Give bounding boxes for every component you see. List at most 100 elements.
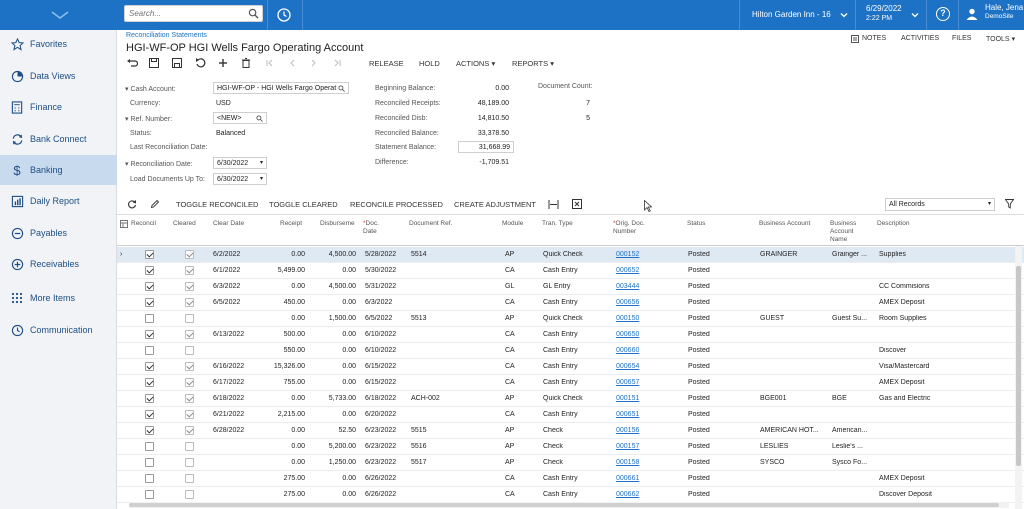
table-row[interactable]: 6/28/2022 0.00 52.50 6/23/2022 5515 AP Check 00… [117,423,1024,439]
caret-down-icon[interactable]: ▾ [259,176,263,182]
cell-orig[interactable]: 000656 [616,299,640,306]
table-row[interactable]: 6/1/2022 5,499.00 0.00 5/30/2022 CA Cash Entr… [117,263,1024,279]
table-row[interactable]: 550.00 0.00 6/10/2022 CA Cash Entry 000660 Pos… [117,343,1024,359]
reconciled-checkbox[interactable] [145,442,154,451]
caret-down-icon[interactable]: ▾ [259,160,263,166]
column-header-disburseme[interactable]: Disburseme [320,220,355,227]
sidebar-item-receivables[interactable]: Receivables [0,250,117,278]
sidebar-item-finance[interactable]: Finance [0,93,117,121]
table-row[interactable]: 6/13/2022 500.00 0.00 6/10/2022 CA Cash Entry… [117,327,1024,343]
cleared-checkbox[interactable] [185,362,194,371]
cleared-checkbox[interactable] [185,250,194,259]
column-header-tran-type[interactable]: Tran. Type [542,220,573,227]
add-icon[interactable] [217,57,229,69]
column-settings-icon[interactable] [120,220,128,228]
cash-account-field[interactable]: HGI-WF-OP - HGI Wells Fargo Operat [213,82,349,94]
cancel-icon[interactable] [194,57,206,69]
records-filter-select[interactable]: All Records ▾ [885,198,995,211]
load-documents-field[interactable]: 6/30/2022 ▾ [213,173,267,185]
search-input[interactable] [125,6,243,21]
search-icon[interactable] [256,115,263,122]
activities-button[interactable]: ACTIVITIES [901,35,940,42]
table-row[interactable]: 6/17/2022 755.00 0.00 6/15/2022 CA Cash Entry… [117,375,1024,391]
column-header-module[interactable]: Module [502,220,524,227]
refresh-icon[interactable] [127,199,137,209]
table-row[interactable]: › 6/2/2022 0.00 4,500.00 5/28/2022 5514 AP Quic… [117,247,1024,263]
user-menu[interactable]: Hale, Jena DemoSite [985,3,1023,21]
search-icon[interactable] [248,8,259,19]
reports-menu[interactable]: REPORTS ▾ [512,59,554,68]
table-row[interactable]: 275.00 0.00 6/26/2022 CA Cash Entry 000662 Pos… [117,487,1024,503]
table-row[interactable]: 6/16/2022 15,326.00 0.00 6/15/2022 CA Cash En… [117,359,1024,375]
reconciled-checkbox[interactable] [145,426,154,435]
create-adjustment-button[interactable]: CREATE ADJUSTMENT [454,200,536,209]
table-row[interactable]: 6/18/2022 0.00 5,733.00 6/18/2022 ACH-002 AP Q… [117,391,1024,407]
help-icon[interactable]: ? [936,7,950,21]
first-record-icon[interactable] [264,57,276,69]
sidebar-item-favorites[interactable]: Favorites [0,30,117,58]
scrollbar-thumb[interactable] [129,503,999,507]
column-header-doc-date[interactable]: *Doc. Date [363,220,393,236]
tools-menu[interactable]: TOOLS ▾ [986,35,1015,43]
previous-record-icon[interactable] [286,57,298,69]
notes-button[interactable]: NOTES [862,35,887,42]
reconciled-checkbox[interactable] [145,266,154,275]
hold-button[interactable]: HOLD [419,59,440,68]
table-row[interactable]: 0.00 1,250.00 6/23/2022 5517 AP Check 000158 Po… [117,455,1024,471]
sidebar-item-banking[interactable]: $ Banking [0,155,117,185]
reconciled-checkbox[interactable] [145,458,154,467]
files-button[interactable]: FILES [952,35,972,42]
cell-orig[interactable]: 000156 [616,427,640,434]
column-header-business-account[interactable]: Business Account [759,220,811,227]
table-row[interactable]: 6/5/2022 450.00 0.00 6/3/2022 CA Cash Entry 00… [117,295,1024,311]
search-icon[interactable] [338,85,345,92]
cell-orig[interactable]: 000654 [616,363,640,370]
last-record-icon[interactable] [331,57,343,69]
column-header-reconcil[interactable]: Reconcil [131,220,156,227]
reconciled-checkbox[interactable] [145,410,154,419]
sidebar-item-daily-report[interactable]: Daily Report [0,187,117,215]
table-row[interactable]: 0.00 5,200.00 6/23/2022 5516 AP Check 000157 Po… [117,439,1024,455]
save-icon[interactable] [171,57,183,69]
chevron-down-icon[interactable] [911,11,919,19]
ref-number-field[interactable]: <NEW> [213,112,267,124]
delete-icon[interactable] [240,57,252,69]
cleared-checkbox[interactable] [185,490,194,499]
vertical-scrollbar[interactable] [1015,246,1022,509]
sidebar-item-data-views[interactable]: Data Views [0,62,117,90]
sidebar-item-more-items[interactable]: More Items [0,284,117,312]
row-selector-icon[interactable]: › [120,251,123,258]
cell-orig[interactable]: 000652 [616,267,640,274]
table-row[interactable]: 6/21/2022 2,215.00 0.00 6/20/2022 CA Cash Ent… [117,407,1024,423]
cleared-checkbox[interactable] [185,410,194,419]
scrollbar-thumb[interactable] [1016,266,1021,466]
statement-balance-field[interactable]: 31,668.99 [458,141,514,153]
user-avatar-icon[interactable] [966,8,978,20]
cleared-checkbox[interactable] [185,378,194,387]
cleared-checkbox[interactable] [185,330,194,339]
toggle-reconciled-button[interactable]: TOGGLE RECONCILED [176,200,259,209]
date-time-selector[interactable]: 6/29/2022 2:22 PM [866,4,902,24]
history-icon[interactable] [272,4,296,26]
table-row[interactable]: 6/3/2022 0.00 4,500.00 5/31/2022 GL GL Entry 0… [117,279,1024,295]
column-header-status[interactable]: Status [687,220,706,227]
cleared-checkbox[interactable] [185,442,194,451]
toggle-cleared-button[interactable]: TOGGLE CLEARED [269,200,338,209]
sidebar-item-payables[interactable]: Payables [0,219,117,247]
cleared-checkbox[interactable] [185,346,194,355]
reconciled-checkbox[interactable] [145,298,154,307]
column-header-orig-doc-number[interactable]: *Orig. Doc. Number [613,220,658,236]
edit-pencil-icon[interactable] [150,199,160,209]
actions-menu[interactable]: ACTIONS ▾ [456,59,495,68]
export-excel-icon[interactable] [572,199,582,209]
reconciled-checkbox[interactable] [145,346,154,355]
cell-orig[interactable]: 000150 [616,315,640,322]
column-header-document-ref[interactable]: Document Ref. [409,220,453,227]
cleared-checkbox[interactable] [185,394,194,403]
fit-columns-icon[interactable] [548,200,559,209]
column-header-description[interactable]: Description [877,220,910,227]
reconciled-checkbox[interactable] [145,378,154,387]
cell-orig[interactable]: 000651 [616,411,640,418]
save-close-icon[interactable] [148,57,160,69]
column-header-business-account-name[interactable]: Business Account Name [830,220,857,243]
